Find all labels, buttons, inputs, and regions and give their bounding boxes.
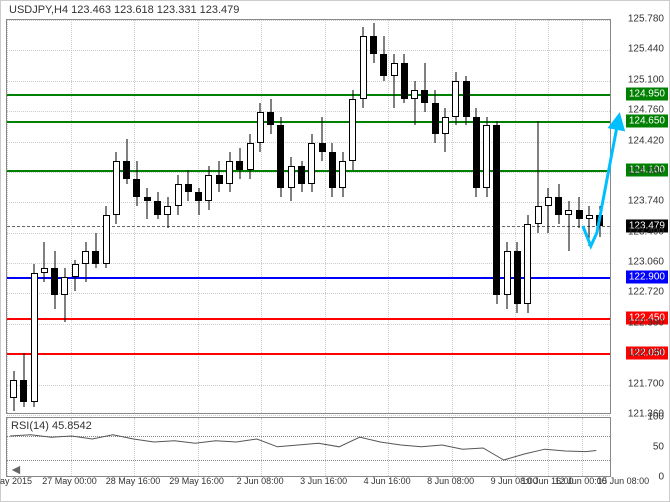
- x-tick-label: 25 May 2015: [0, 476, 32, 486]
- candle: [576, 20, 583, 413]
- scroll-left-icon[interactable]: ◄: [9, 461, 23, 477]
- rsi-tick-label: 0: [658, 472, 664, 483]
- y-tick-label: 125.780: [628, 14, 664, 25]
- candle: [144, 20, 151, 413]
- candle: [185, 20, 192, 413]
- candle: [565, 20, 572, 413]
- candle: [370, 20, 377, 413]
- y-tick-label: 124.080: [628, 165, 664, 176]
- candle: [154, 20, 161, 413]
- candle: [92, 20, 99, 413]
- candle: [421, 20, 428, 413]
- chart-container: USDJPY,H4 123.463 123.618 123.331 123.47…: [0, 0, 670, 502]
- candle: [288, 20, 295, 413]
- candle: [226, 20, 233, 413]
- price-y-axis: 121.360121.700122.040122.380122.720123.0…: [609, 19, 664, 414]
- candle: [247, 20, 254, 413]
- chart-header: USDJPY,H4 123.463 123.618 123.331 123.47…: [9, 4, 239, 16]
- y-tick-label: 124.760: [628, 105, 664, 116]
- candle: [195, 20, 202, 413]
- candle: [123, 20, 130, 413]
- y-tick-label: 122.380: [628, 317, 664, 328]
- candle: [463, 20, 470, 413]
- candle: [236, 20, 243, 413]
- candle: [308, 20, 315, 413]
- candle: [164, 20, 171, 413]
- candle: [277, 20, 284, 413]
- rsi-y-axis: 050100: [609, 417, 664, 477]
- candle: [596, 20, 603, 413]
- x-tick-label: 8 Jun 08:00: [427, 476, 474, 486]
- x-tick-label: 2 Jun 08:00: [237, 476, 284, 486]
- candle: [82, 20, 89, 413]
- candle: [432, 20, 439, 413]
- symbol-label: USDJPY,H4: [9, 4, 68, 16]
- rsi-label: RSI(14) 45.8542: [11, 420, 92, 432]
- candle: [10, 20, 17, 413]
- candle: [380, 20, 387, 413]
- candle: [175, 20, 182, 413]
- candle: [257, 20, 264, 413]
- candle: [514, 20, 521, 413]
- x-tick-label: 4 Jun 16:00: [364, 476, 411, 486]
- candle: [586, 20, 593, 413]
- x-tick-label: 3 Jun 16:00: [300, 476, 347, 486]
- y-tick-label: 121.700: [628, 378, 664, 389]
- y-tick-label: 125.100: [628, 74, 664, 85]
- rsi-tick-label: 50: [653, 442, 664, 453]
- y-tick-label: 122.040: [628, 348, 664, 359]
- candle: [113, 20, 120, 413]
- candle: [401, 20, 408, 413]
- x-tick-label: 28 May 16:00: [106, 476, 161, 486]
- x-tick-label: 15 Jun 08:00: [597, 476, 649, 486]
- x-axis: 25 May 201527 May 00:0028 May 16:0029 Ma…: [6, 476, 611, 496]
- candle: [360, 20, 367, 413]
- candle: [319, 20, 326, 413]
- candle: [411, 20, 418, 413]
- y-tick-label: 125.440: [628, 44, 664, 55]
- x-tick-label: 29 May 16:00: [169, 476, 224, 486]
- candle: [473, 20, 480, 413]
- candle: [72, 20, 79, 413]
- candle: [483, 20, 490, 413]
- candle: [41, 20, 48, 413]
- candle: [339, 20, 346, 413]
- candle: [51, 20, 58, 413]
- candle: [31, 20, 38, 413]
- candle: [442, 20, 449, 413]
- candle: [493, 20, 500, 413]
- ohlc-label: 123.463 123.618 123.331 123.479: [71, 4, 239, 16]
- rsi-tick-label: 100: [647, 412, 664, 423]
- candle: [555, 20, 562, 413]
- candle: [133, 20, 140, 413]
- rsi-line: [7, 418, 612, 478]
- y-tick-label: 123.060: [628, 257, 664, 268]
- y-tick-label: 124.420: [628, 135, 664, 146]
- candle: [329, 20, 336, 413]
- y-tick-label: 122.720: [628, 287, 664, 298]
- candle: [267, 20, 274, 413]
- candle: [524, 20, 531, 413]
- candle: [298, 20, 305, 413]
- candle: [61, 20, 68, 413]
- candle: [391, 20, 398, 413]
- candle: [205, 20, 212, 413]
- price-chart[interactable]: 124.950124.650124.100122.900122.450122.0…: [6, 19, 611, 414]
- candle: [545, 20, 552, 413]
- candle: [504, 20, 511, 413]
- candle: [216, 20, 223, 413]
- candle: [349, 20, 356, 413]
- candle: [20, 20, 27, 413]
- grid-line-h: [7, 415, 610, 416]
- x-tick-label: 27 May 00:00: [42, 476, 97, 486]
- candle: [452, 20, 459, 413]
- candle: [535, 20, 542, 413]
- y-tick-label: 123.740: [628, 196, 664, 207]
- rsi-chart[interactable]: RSI(14) 45.8542: [6, 417, 611, 477]
- candle: [103, 20, 110, 413]
- y-tick-label: 123.400: [628, 226, 664, 237]
